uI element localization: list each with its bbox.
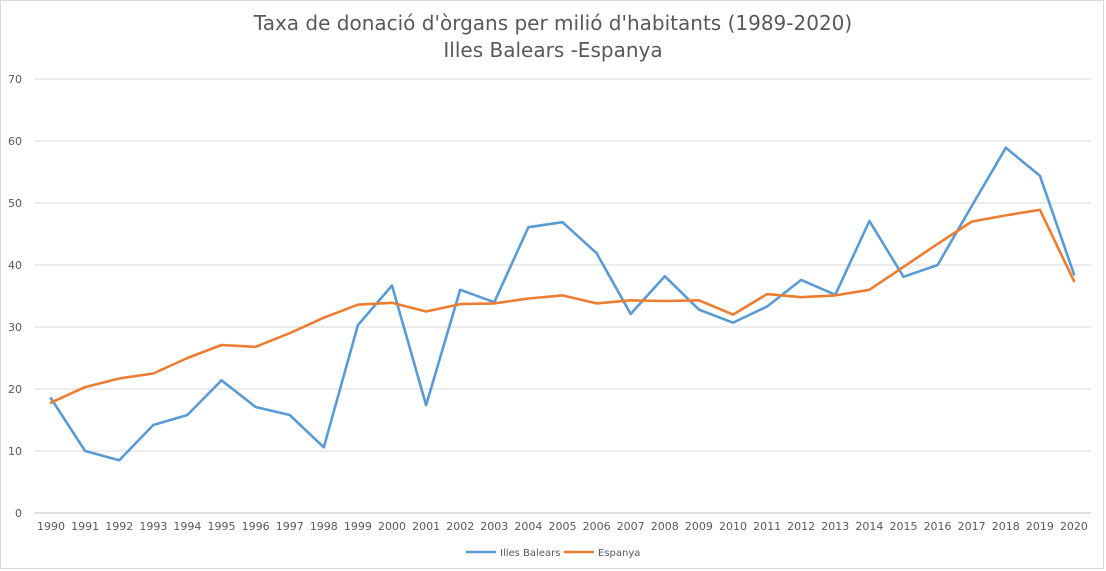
series-line-espanya (49, 208, 1076, 404)
x-tick-label: 2020 (1060, 520, 1088, 533)
series-line-illes-balears (49, 146, 1076, 462)
x-tick-label: 2018 (992, 520, 1020, 533)
x-tick-label: 2008 (651, 520, 679, 533)
x-tick-label: 1993 (139, 520, 167, 533)
y-tick-label: 60 (8, 135, 22, 148)
x-axis-ticks: 1990 1991 1992 1993 1994 1995 1996 1997 1998 1999… (37, 520, 1088, 533)
x-tick-label: 2004 (514, 520, 542, 533)
x-tick-label: 2005 (549, 520, 577, 533)
chart-subtitle: Illes Balears -Espanya (443, 38, 662, 62)
x-tick-label: 1998 (310, 520, 338, 533)
x-tick-label: 2013 (821, 520, 849, 533)
x-tick-label: 2011 (753, 520, 781, 533)
x-tick-label: 2007 (617, 520, 645, 533)
series-lines (49, 146, 1076, 462)
y-tick-label: 20 (8, 383, 22, 396)
x-tick-label: 1996 (242, 520, 270, 533)
legend: Illes Balears Espanya (466, 548, 640, 559)
chart-title: Taxa de donació d'òrgans per milió d'hab… (253, 11, 852, 35)
x-tick-label: 2017 (958, 520, 986, 533)
y-tick-label: 10 (8, 445, 22, 458)
x-tick-label: 2010 (719, 520, 747, 533)
x-tick-label: 2006 (583, 520, 611, 533)
x-tick-label: 2012 (787, 520, 815, 533)
legend-label: Illes Balears (500, 548, 560, 559)
x-tick-label: 2000 (378, 520, 406, 533)
x-tick-label: 2015 (889, 520, 917, 533)
x-tick-label: 2003 (480, 520, 508, 533)
x-tick-label: 2014 (855, 520, 883, 533)
y-tick-label: 50 (8, 197, 22, 210)
gridlines (34, 78, 1091, 514)
x-tick-label: 2019 (1026, 520, 1054, 533)
y-tick-label: 40 (8, 259, 22, 272)
x-tick-label: 1990 (37, 520, 65, 533)
y-tick-label: 70 (8, 73, 22, 86)
x-tick-label: 2002 (446, 520, 474, 533)
y-axis-ticks: 0 10 20 30 40 50 60 70 (8, 73, 22, 520)
x-tick-label: 1991 (71, 520, 99, 533)
y-tick-label: 30 (8, 321, 22, 334)
x-tick-label: 2016 (924, 520, 952, 533)
x-tick-label: 1994 (173, 520, 201, 533)
x-tick-label: 2001 (412, 520, 440, 533)
x-tick-label: 1997 (276, 520, 304, 533)
x-tick-label: 1992 (105, 520, 133, 533)
legend-label: Espanya (598, 548, 640, 559)
y-tick-label: 0 (15, 507, 22, 520)
x-tick-label: 2009 (685, 520, 713, 533)
x-tick-label: 1995 (208, 520, 236, 533)
x-tick-label: 1999 (344, 520, 372, 533)
